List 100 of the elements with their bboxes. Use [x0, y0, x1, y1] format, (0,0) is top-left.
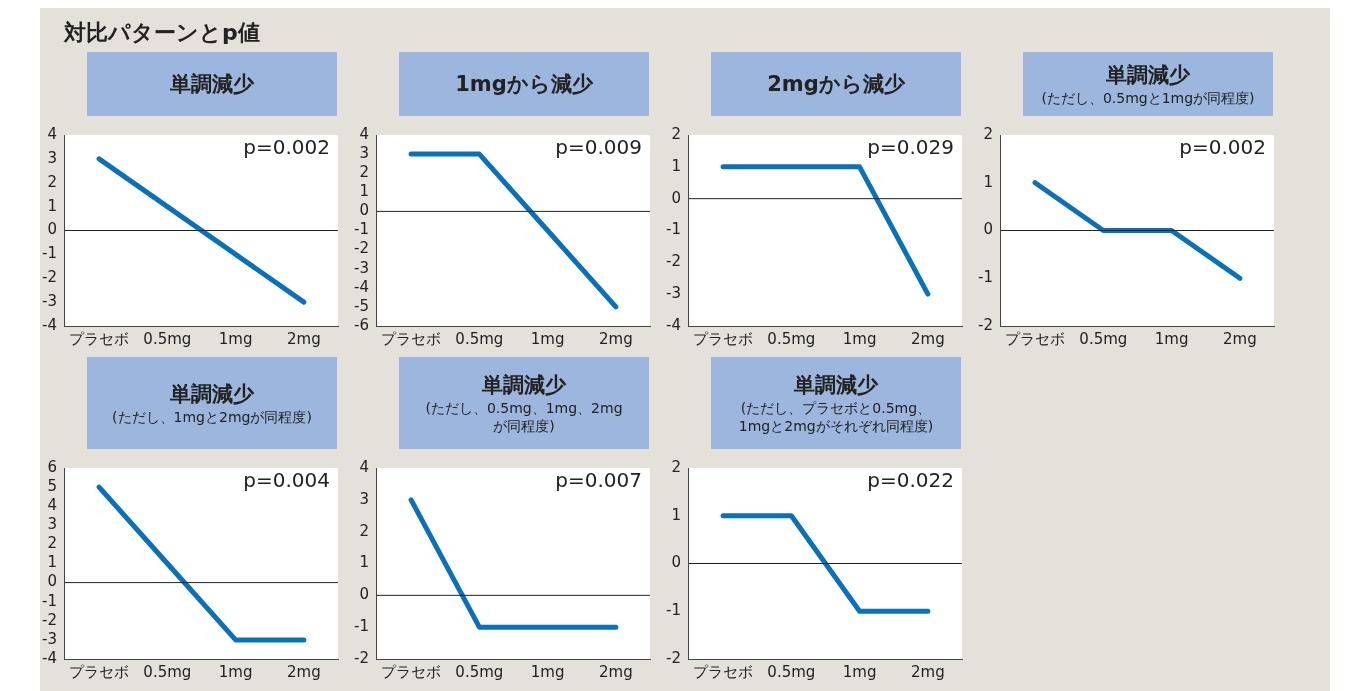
annotation: p=0.022 — [867, 468, 954, 493]
chart-subtitle: (ただし、1mgと2mgが同程度) — [112, 408, 312, 426]
x-tick-label: 1mg — [218, 329, 253, 348]
x-tick-label: 0.5mg — [455, 329, 504, 348]
y-tick-label: 6 — [47, 457, 57, 476]
y-tick-label: -1 — [41, 591, 57, 610]
x-tick-label: 0.5mg — [143, 329, 192, 348]
y-tick-label: -4 — [353, 277, 369, 296]
x-tick-label: プラセボ — [693, 662, 754, 681]
y-tick-label: -1 — [977, 268, 993, 287]
x-tick-label: 2mg — [911, 662, 945, 681]
y-tick-label: 4 — [47, 124, 57, 143]
y-tick-label: 1 — [983, 172, 993, 191]
y-tick-label: 0 — [671, 188, 681, 207]
y-tick-label: 4 — [47, 496, 57, 515]
x-tick-label: 2mg — [287, 329, 321, 348]
x-tick-label: 1mg — [218, 662, 253, 681]
x-tick-label: 1mg — [1154, 329, 1189, 348]
x-tick-label: 0.5mg — [1079, 329, 1128, 348]
annotation: p=0.002 — [1179, 135, 1266, 160]
y-tick-label: -2 — [353, 648, 369, 667]
annotation: p=0.004 — [243, 468, 330, 493]
chart-title: 単調減少 — [170, 71, 254, 98]
y-tick-label: 3 — [47, 515, 57, 534]
x-tick-label: 2mg — [599, 329, 633, 348]
annotation: p=0.002 — [243, 135, 330, 160]
y-tick-label: -3 — [353, 258, 369, 277]
y-tick-label: -2 — [41, 268, 57, 287]
y-tick-label: 2 — [671, 457, 681, 476]
chart-subtitle: (ただし、0.5mgと1mgが同程度) — [1041, 89, 1255, 107]
y-tick-label: -1 — [353, 220, 369, 239]
y-tick-label: 0 — [983, 220, 993, 239]
x-tick-label: プラセボ — [69, 329, 130, 348]
x-tick-label: 1mg — [530, 662, 565, 681]
chart-title: 2mgから減少 — [767, 71, 905, 98]
y-tick-label: -1 — [665, 601, 681, 620]
x-tick-label: プラセボ — [1005, 329, 1066, 348]
y-tick-label: 2 — [359, 163, 369, 182]
y-tick-label: 4 — [359, 124, 369, 143]
y-tick-label: 1 — [359, 182, 369, 201]
y-tick-label: -6 — [353, 315, 369, 334]
x-tick-label: 1mg — [842, 329, 877, 348]
y-tick-label: 1 — [671, 156, 681, 175]
x-tick-label: プラセボ — [693, 329, 754, 348]
chart-subtitle: (ただし、プラセボと0.5mg、 1mgと2mgがそれぞれ同程度) — [738, 399, 934, 435]
y-tick-label: -3 — [41, 629, 57, 648]
chart-title: 単調減少 — [170, 381, 254, 408]
chart-subtitle: (ただし、0.5mg、1mg、2mg が同程度) — [425, 399, 623, 435]
chart-title: 単調減少 — [794, 372, 878, 399]
y-tick-label: -3 — [41, 292, 57, 311]
x-tick-label: プラセボ — [381, 662, 442, 681]
x-tick-label: 2mg — [599, 662, 633, 681]
y-tick-label: -2 — [977, 315, 993, 334]
chart-title: 1mgから減少 — [455, 71, 593, 98]
x-tick-label: 1mg — [530, 329, 565, 348]
x-tick-label: 2mg — [911, 329, 945, 348]
y-tick-label: 1 — [47, 196, 57, 215]
y-tick-label: 2 — [359, 521, 369, 540]
y-tick-label: 3 — [359, 489, 369, 508]
text: 対比パターンとp値 — [64, 19, 261, 47]
y-tick-label: 2 — [47, 534, 57, 553]
chart-title: 単調減少 — [482, 372, 566, 399]
y-tick-label: 5 — [47, 476, 57, 495]
y-tick-label: 0 — [359, 585, 369, 604]
x-tick-label: 0.5mg — [143, 662, 192, 681]
x-tick-label: 2mg — [287, 662, 321, 681]
x-tick-label: プラセボ — [69, 662, 130, 681]
x-tick-label: 0.5mg — [767, 662, 816, 681]
y-tick-label: -2 — [41, 610, 57, 629]
y-tick-label: -3 — [665, 284, 681, 303]
annotation: p=0.029 — [867, 135, 954, 160]
y-tick-label: 1 — [47, 553, 57, 572]
x-tick-label: 0.5mg — [455, 662, 504, 681]
y-tick-label: -4 — [665, 315, 681, 334]
y-tick-label: 1 — [671, 505, 681, 524]
chart-title: 単調減少 — [1106, 62, 1190, 89]
y-tick-label: -1 — [665, 220, 681, 239]
annotation: p=0.009 — [555, 135, 642, 160]
y-tick-label: 0 — [359, 201, 369, 220]
y-tick-label: 1 — [359, 553, 369, 572]
y-tick-label: 4 — [359, 457, 369, 476]
y-tick-label: -4 — [41, 648, 57, 667]
y-tick-label: -2 — [353, 239, 369, 258]
y-tick-label: -1 — [353, 617, 369, 636]
y-tick-label: -2 — [665, 648, 681, 667]
y-tick-label: 0 — [671, 553, 681, 572]
x-tick-label: 2mg — [1223, 329, 1257, 348]
x-tick-label: プラセボ — [381, 329, 442, 348]
y-tick-label: 2 — [671, 124, 681, 143]
annotation: p=0.007 — [555, 468, 642, 493]
y-tick-label: 0 — [47, 572, 57, 591]
y-tick-label: -2 — [665, 252, 681, 271]
y-tick-label: -4 — [41, 315, 57, 334]
y-tick-label: -5 — [353, 296, 369, 315]
y-tick-label: 3 — [47, 148, 57, 167]
x-tick-label: 0.5mg — [767, 329, 816, 348]
x-tick-label: 1mg — [842, 662, 877, 681]
y-tick-label: 0 — [47, 220, 57, 239]
y-tick-label: 3 — [359, 143, 369, 162]
y-tick-label: -1 — [41, 244, 57, 263]
